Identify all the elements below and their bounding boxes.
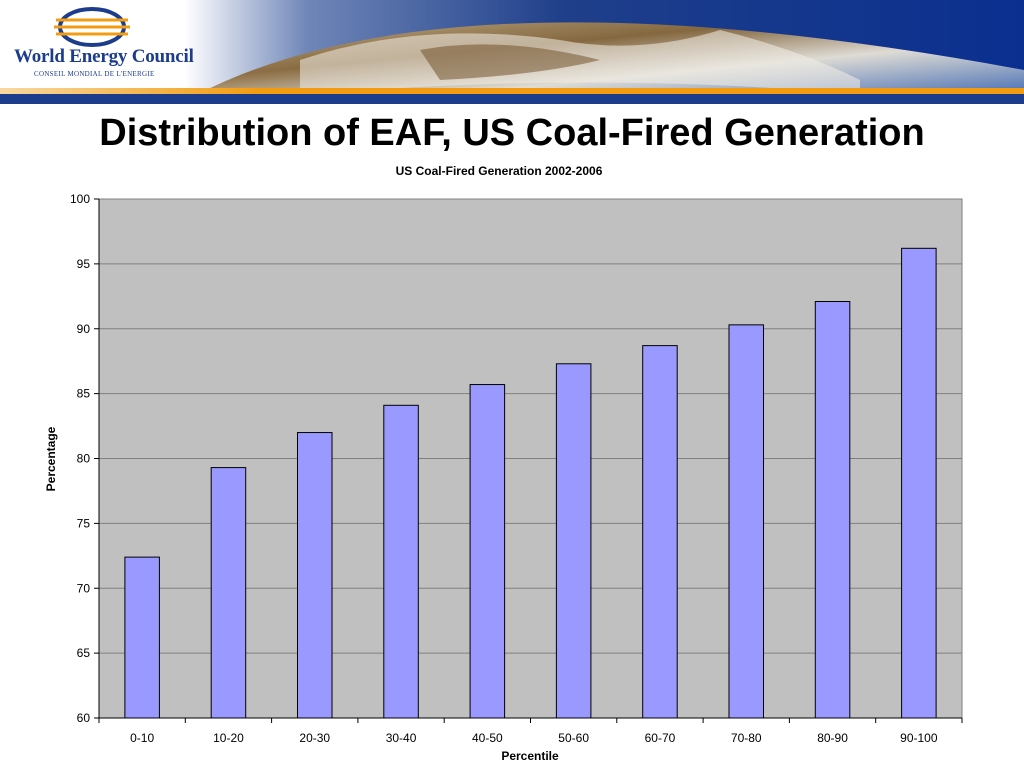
earth-banner-image — [0, 0, 1024, 104]
bar — [814, 301, 851, 719]
bar — [469, 384, 506, 719]
y-axis-tick-label: 90 — [77, 322, 91, 336]
y-axis-tick-label: 85 — [77, 387, 91, 401]
y-axis-tick-label: 100 — [70, 192, 90, 206]
logo-subtitle: CONSEIL MONDIAL DE L'ENERGIE — [34, 70, 155, 78]
y-axis-tick-label: 65 — [77, 646, 91, 660]
y-axis-tick-label: 75 — [77, 516, 91, 530]
x-axis-tick-label: 70-80 — [731, 731, 762, 745]
bar — [296, 432, 333, 719]
x-axis-tick-label: 60-70 — [645, 731, 676, 745]
bar — [728, 324, 765, 719]
bar — [555, 363, 592, 719]
x-axis-tick-label: 20-30 — [299, 731, 330, 745]
y-axis-tick-label: 70 — [77, 581, 91, 595]
y-axis-tick-labels: 60 65 70 75 80 85 90 95 100 — [70, 192, 99, 725]
bars — [124, 247, 937, 719]
chart-title: US Coal-Fired Generation 2002-2006 — [396, 164, 603, 178]
y-axis-label: Percentage — [44, 426, 58, 491]
bar — [901, 247, 937, 719]
x-axis-tick-label: 40-50 — [472, 731, 503, 745]
page-title: Distribution of EAF, US Coal-Fired Gener… — [99, 112, 925, 154]
x-axis-tick-label: 30-40 — [386, 731, 417, 745]
x-axis-label: Percentile — [501, 749, 559, 763]
x-axis-tick-label: 80-90 — [817, 731, 848, 745]
header-banner: World Energy Council CONSEIL MONDIAL DE … — [0, 0, 1024, 104]
x-axis-tick-label: 90-100 — [900, 731, 938, 745]
bar — [642, 345, 678, 719]
bar — [124, 556, 160, 719]
x-axis-tick-label: 10-20 — [213, 731, 244, 745]
y-axis-tick-label: 95 — [77, 257, 91, 271]
x-axis-tick-label: 0-10 — [130, 731, 154, 745]
logo-name: World Energy Council — [14, 46, 194, 67]
world-energy-council-logo: World Energy Council CONSEIL MONDIAL DE … — [14, 6, 194, 82]
x-axis-tick-label: 50-60 — [558, 731, 589, 745]
x-axis-tick-labels: 0-10 10-20 20-30 30-40 40-50 50-60 60-70 70-80 8… — [98, 718, 963, 745]
y-axis-tick-label: 80 — [77, 452, 91, 466]
bar — [210, 467, 247, 719]
y-axis-tick-label: 60 — [77, 711, 91, 725]
globe-logo-icon — [54, 7, 130, 47]
bar — [383, 404, 419, 719]
